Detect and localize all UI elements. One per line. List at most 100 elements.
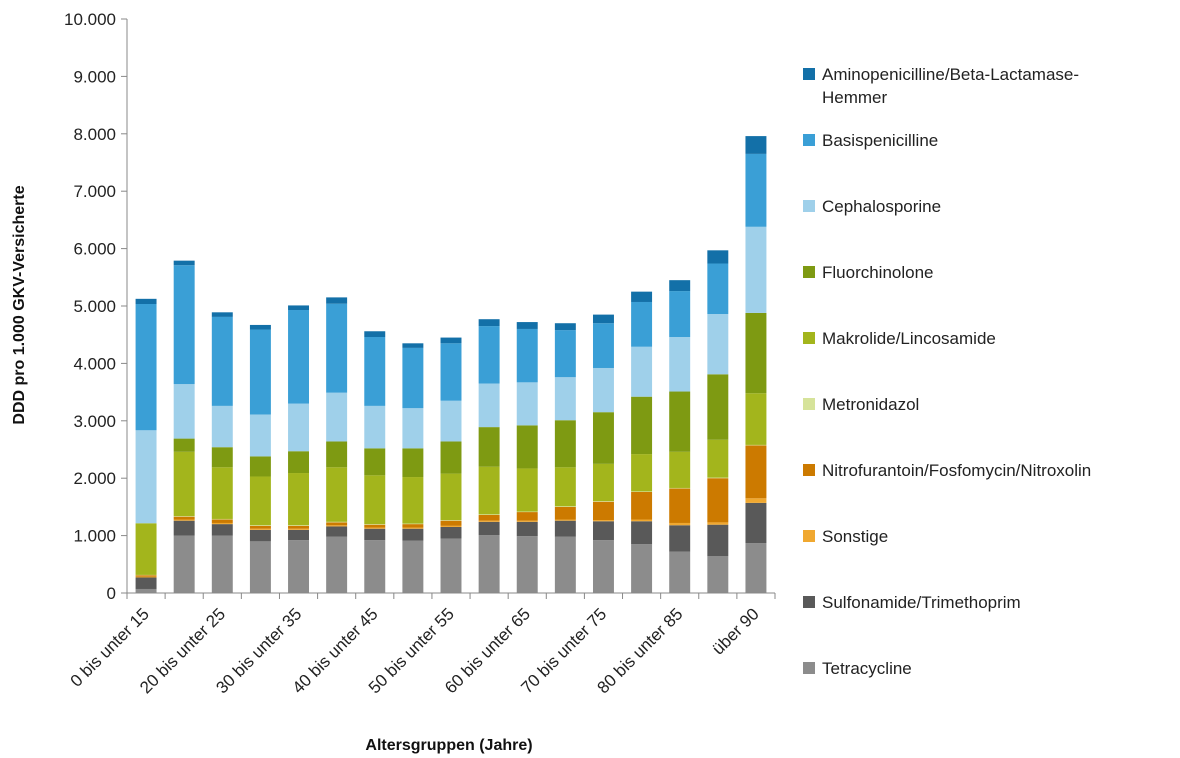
legend-label: Metronidazol bbox=[822, 395, 919, 414]
bar-segment bbox=[707, 250, 729, 264]
bar-segment bbox=[211, 522, 233, 525]
y-axis-title: DDD pro 1.000 GKV-Versicherte bbox=[11, 185, 28, 424]
y-axis-ticks: 0 1.000 2.000 3.000 4.000 5.000 6.000 7.000 8.00… bbox=[64, 10, 127, 603]
bar-segment bbox=[592, 323, 614, 368]
bar-segment bbox=[402, 347, 424, 409]
bar-segment bbox=[478, 427, 500, 467]
bar-segment bbox=[440, 343, 462, 401]
bar-segment bbox=[516, 536, 538, 593]
bar-segment bbox=[249, 324, 271, 330]
bar-segment bbox=[402, 524, 424, 528]
bar-segment bbox=[440, 473, 462, 521]
y-tick-label: 6.000 bbox=[73, 240, 116, 259]
legend-swatch bbox=[803, 464, 815, 476]
bar-segment bbox=[173, 260, 195, 266]
bar-segment bbox=[745, 543, 767, 593]
bar-segment bbox=[173, 438, 195, 452]
bar-segment bbox=[135, 576, 157, 578]
bar-segment bbox=[135, 588, 157, 593]
bar-segment bbox=[440, 337, 462, 344]
bar-segment bbox=[249, 525, 271, 529]
bar-segment bbox=[135, 575, 157, 577]
bar-segment bbox=[631, 519, 653, 522]
bar-segment bbox=[745, 498, 767, 503]
y-tick-label: 2.000 bbox=[73, 469, 116, 488]
bar-segment bbox=[402, 408, 424, 449]
bar-segment bbox=[288, 305, 310, 311]
bar-segment bbox=[135, 577, 157, 589]
bar-segment bbox=[592, 520, 614, 522]
bar-segment bbox=[478, 466, 500, 515]
bar-segment bbox=[707, 314, 729, 375]
bar-segment bbox=[440, 400, 462, 442]
bar-segment bbox=[364, 337, 386, 406]
bar-segment bbox=[211, 519, 233, 523]
bar-segment bbox=[478, 319, 500, 327]
bar-segment bbox=[288, 525, 310, 526]
legend-label: Basispenicilline bbox=[822, 131, 938, 150]
y-tick-label: 7.000 bbox=[73, 182, 116, 201]
bar-segment bbox=[211, 535, 233, 593]
bar-segment bbox=[440, 441, 462, 474]
bar-segment bbox=[440, 526, 462, 539]
legend-swatch bbox=[803, 530, 815, 542]
bar-segment bbox=[516, 520, 538, 522]
bar-segment bbox=[592, 412, 614, 464]
bar-segment bbox=[745, 445, 767, 499]
bar-segment bbox=[707, 522, 729, 525]
bar-segment bbox=[211, 518, 233, 520]
bar-segment bbox=[707, 263, 729, 315]
bar-segment bbox=[516, 468, 538, 512]
bar-segment bbox=[707, 478, 729, 523]
legend-swatch bbox=[803, 134, 815, 146]
bar-segment bbox=[211, 447, 233, 468]
legend-label: Sulfonamide/Trimethoprim bbox=[822, 593, 1021, 612]
y-tick-label: 10.000 bbox=[64, 10, 116, 29]
bar-segment bbox=[592, 367, 614, 413]
bar-segment bbox=[288, 529, 310, 541]
x-tick-label: über 90 bbox=[709, 604, 763, 658]
y-tick-label: 9.000 bbox=[73, 67, 116, 86]
bar-segment bbox=[288, 540, 310, 593]
bar-segment bbox=[326, 521, 348, 523]
bar-segment bbox=[669, 280, 691, 292]
bar-segment bbox=[440, 525, 462, 527]
y-tick-label: 3.000 bbox=[73, 412, 116, 431]
bar-segment bbox=[554, 330, 576, 378]
bar-segment bbox=[326, 525, 348, 527]
bar-segment bbox=[516, 328, 538, 383]
bar-segment bbox=[669, 525, 691, 552]
bar-segment bbox=[478, 383, 500, 428]
bar-segment bbox=[211, 524, 233, 536]
x-axis-title: Altersgruppen (Jahre) bbox=[365, 737, 532, 754]
bar-segment bbox=[211, 405, 233, 448]
bar-segment bbox=[707, 374, 729, 440]
legend-swatch bbox=[803, 68, 815, 80]
bar-segment bbox=[478, 514, 500, 515]
bar-segment bbox=[288, 525, 310, 529]
legend-swatch bbox=[803, 200, 815, 212]
y-tick-label: 5.000 bbox=[73, 297, 116, 316]
bar-segment bbox=[135, 430, 157, 524]
bar-segment bbox=[592, 501, 614, 521]
bar-segments bbox=[135, 136, 767, 593]
legend-swatch bbox=[803, 332, 815, 344]
bar-segment bbox=[592, 463, 614, 502]
bar-segment bbox=[364, 528, 386, 541]
bar-segment bbox=[135, 298, 157, 304]
bar-segment bbox=[631, 491, 653, 492]
bar-segment bbox=[516, 511, 538, 513]
bar-segment bbox=[631, 491, 653, 520]
legend-label: Aminopenicilline/Beta-Lactamase-Hemmer bbox=[822, 65, 1079, 107]
bar-segment bbox=[402, 448, 424, 478]
bar-segment bbox=[440, 538, 462, 593]
bar-segment bbox=[402, 523, 424, 525]
bar-segment bbox=[364, 405, 386, 449]
legend-label: Fluorchinolone bbox=[822, 263, 934, 282]
bar-segment bbox=[516, 521, 538, 537]
y-tick-label: 0 bbox=[107, 584, 116, 603]
bar-segment bbox=[402, 527, 424, 529]
bar-segment bbox=[631, 521, 653, 545]
